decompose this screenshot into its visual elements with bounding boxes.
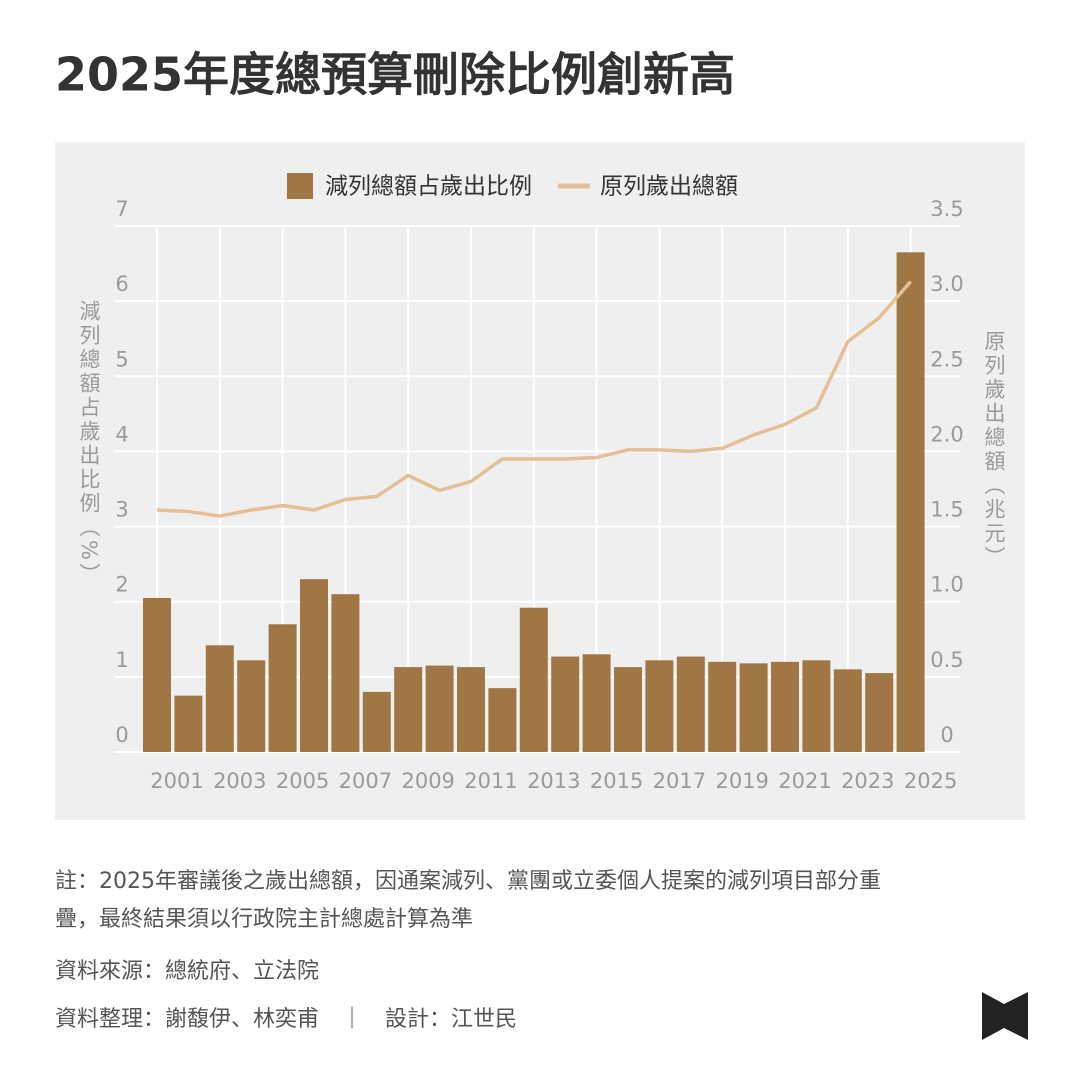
y-tick-label: 6 (115, 272, 128, 296)
note: 疊，最終結果須以行政院主計總處計算為準 (55, 907, 473, 932)
y2-tick-label: 1.5 (930, 498, 963, 522)
bar (174, 695, 203, 752)
y-tick-label: 3 (115, 498, 128, 522)
x-tick-label: 2011 (464, 769, 517, 793)
y-axis-label: 減列總額占歲出比例（%） (77, 300, 101, 587)
legend-label: 原列歲出總額 (600, 174, 738, 200)
x-tick-label: 2015 (590, 769, 643, 793)
y2-tick-label: 3.0 (930, 272, 963, 296)
bar (425, 665, 454, 752)
y-tick-label: 1 (115, 648, 128, 672)
y2-tick-label: 3.5 (930, 197, 963, 221)
bar (143, 597, 171, 752)
bar (614, 667, 642, 752)
y2-tick-label: 0.5 (930, 648, 963, 672)
y-tick-label: 0 (115, 723, 128, 747)
bar (519, 607, 548, 752)
x-tick-label: 2019 (715, 769, 768, 793)
y2-tick-label: 2.5 (930, 347, 963, 371)
bar (865, 673, 894, 752)
bar (708, 661, 737, 752)
y-tick-label: 2 (115, 573, 128, 597)
bar (331, 594, 360, 752)
bar (802, 660, 831, 752)
chart-title: 2025年度總預算刪除比例創新高 (55, 48, 735, 102)
bar (582, 654, 611, 752)
source: 資料來源：總統府、立法院 (55, 959, 319, 984)
bar (457, 667, 485, 752)
bar (205, 645, 234, 752)
chart: 2001 2003 2005 2007 2009 2011 2013 2015 2017 2019… (115, 173, 964, 793)
logo (982, 992, 1028, 1040)
x-tick-label: 2017 (653, 769, 706, 793)
x-tick-label: 2007 (339, 769, 392, 793)
legend-label: 減列總額占歲出比例 (325, 174, 532, 200)
credits: 資料整理：謝馥伊、林奕甫 ｜ 設計：江世民 (55, 1007, 517, 1032)
legend-swatch (287, 173, 313, 199)
bar (739, 663, 768, 752)
x-tick-label: 2009 (401, 769, 454, 793)
y2-tick-label: 1.0 (930, 573, 963, 597)
bar (237, 660, 266, 752)
x-tick-label: 2025 (904, 769, 957, 793)
bar (896, 252, 925, 753)
y2-tick-label: 2.0 (930, 422, 963, 446)
x-tick-label: 2013 (527, 769, 580, 793)
line (156, 280, 912, 518)
bar (488, 688, 517, 752)
y2-axis-label: 原列歲出總額（兆元） (982, 330, 1006, 570)
bar (300, 579, 328, 752)
bar (771, 661, 799, 752)
bar (362, 691, 391, 752)
y-tick-label: 4 (115, 422, 128, 446)
y2-tick-label: 0 (940, 723, 953, 747)
bar (551, 656, 580, 752)
x-tick-label: 2021 (778, 769, 831, 793)
y-tick-label: 7 (115, 197, 128, 221)
x-tick-label: 2001 (150, 769, 203, 793)
x-tick-label: 2005 (276, 769, 329, 793)
bar (394, 667, 423, 752)
x-tick-label: 2023 (841, 769, 894, 793)
y-tick-label: 5 (115, 347, 128, 371)
bar (833, 669, 862, 752)
bar (645, 660, 674, 752)
bar (268, 624, 297, 752)
note: 註：2025年審議後之歲出總額，因通案減列、黨團或立委個人提案的減列項目部分重 (55, 869, 881, 894)
bar (676, 656, 705, 752)
x-tick-label: 2003 (213, 769, 266, 793)
